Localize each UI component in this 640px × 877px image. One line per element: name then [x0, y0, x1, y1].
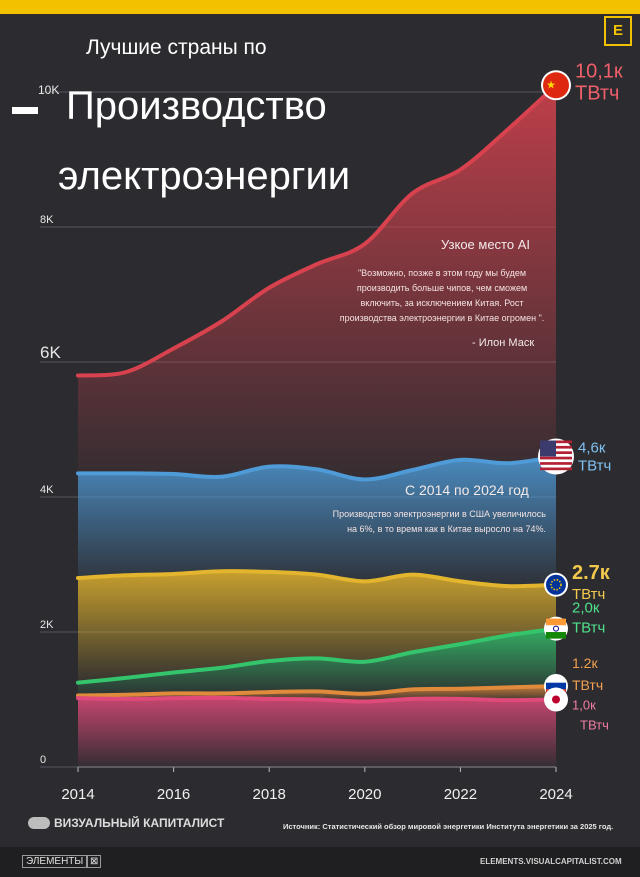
end-label-value-usa: 4,6к [578, 440, 606, 457]
area-eu [78, 571, 556, 683]
annotation-ai-quote-line: "Возможно, позже в этом году мы будем [357, 268, 527, 278]
y-tick-label: 10K [38, 83, 59, 97]
area-india [78, 628, 556, 696]
annotation-usa-text-line: на 6%, в то время как в Китае выросло на… [347, 524, 546, 534]
bottom-bar [0, 847, 640, 877]
annotation-usa-heading: С 2014 по 2024 год [405, 482, 529, 498]
elements-label: ЭЛЕМЕНТЫ [22, 855, 88, 868]
end-label-unit-russia: ТВтч [572, 677, 603, 693]
line-china [76, 83, 558, 378]
brand-name: ВИЗУАЛЬНЫЙ КАПИТАЛИСТ [54, 816, 225, 830]
elements-url[interactable]: ELEMENTS.VISUALCAPITALIST.COM [480, 857, 622, 866]
line-usa [76, 454, 558, 482]
top-frame [0, 0, 640, 14]
chart-title-line3: электроэнергии [58, 154, 351, 198]
annotation-usa-text-line: Производство электроэнергии в США увелич… [332, 509, 546, 519]
elements-logo-icon: E [604, 16, 632, 46]
chart-title-line1: Лучшие страны по [86, 36, 267, 59]
end-label-value-russia: 1.2к [572, 655, 598, 671]
end-label-unit-eu: ТВтч [572, 586, 605, 603]
end-label-value-eu: 2.7к [572, 562, 611, 584]
y-tick-label: 6K [40, 343, 61, 362]
japan-flag-icon [544, 687, 568, 712]
annotation-ai-heading: Узкое место AI [441, 237, 530, 252]
china-flag-icon: ★ [541, 70, 571, 101]
annotation-usa-text: Производство электроэнергии в США увелич… [318, 507, 546, 537]
area-china [78, 85, 556, 480]
area-usa [78, 456, 556, 587]
x-tick-label: 2024 [539, 786, 572, 803]
elements-square-icon: ⊠ [87, 855, 102, 868]
chart-title-line2: Производство [66, 84, 327, 128]
visual-capitalist-logo: ВИЗУАЛЬНЫЙ КАПИТАЛИСТ [28, 816, 224, 830]
end-label-value-japan: 1,0к [572, 698, 596, 713]
end-label-unit-japan: ТВтч [580, 718, 609, 733]
svg-text:★: ★ [546, 79, 556, 91]
x-tick-label: 2014 [61, 786, 94, 803]
annotation-ai-quote: "Возможно, позже в этом году мы будем пр… [334, 266, 550, 326]
y-tick-label: 8K [40, 214, 54, 226]
y-tick-label: 4K [40, 484, 54, 496]
line-russia [76, 684, 558, 698]
line-japan [76, 695, 558, 704]
source-note: Источник: Статистический обзор мировой э… [283, 822, 614, 831]
x-tick-label: 2016 [157, 786, 190, 803]
end-label-value-china: 10,1к [575, 60, 623, 82]
annotation-ai-quote-line: производства электроэнергии в Китае огро… [339, 313, 545, 323]
india-flag-icon [544, 616, 568, 641]
eu-flag-icon [544, 572, 568, 597]
end-label-unit-usa: ТВтч [578, 458, 611, 475]
line-eu [76, 569, 558, 589]
annotation-ai-quote-line: включить, за исключением Китая. Рост [360, 298, 524, 308]
annotation-ai-quote-line: производить больше чипов, чем сможем [356, 283, 528, 293]
area-japan [78, 697, 556, 767]
usa-flag-icon [538, 438, 574, 475]
annotation-ai-author: - Илон Маск [472, 337, 535, 349]
y-tick-label: 2K [40, 619, 54, 631]
end-label-value-india: 2,0к [572, 600, 600, 617]
x-tick-label: 2022 [444, 786, 477, 803]
end-label-unit-india: ТВтч [572, 620, 605, 637]
x-tick-label: 2020 [348, 786, 381, 803]
title-dash [12, 107, 38, 114]
x-tick-label: 2018 [253, 786, 286, 803]
y-tick-label: 0 [40, 754, 46, 766]
end-label-unit-china: ТВтч [575, 82, 619, 104]
visual-capitalist-mark-icon [28, 817, 50, 829]
line-india [76, 626, 558, 685]
